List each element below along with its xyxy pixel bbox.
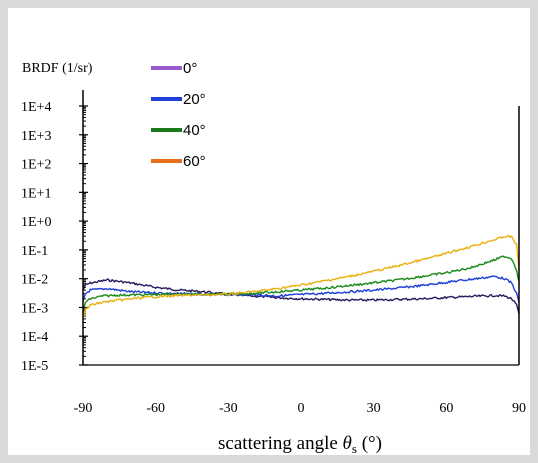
- figure-panel: [8, 8, 530, 455]
- y-tick-label: 1E+2: [21, 158, 51, 173]
- x-tick-labels: -90 -60 -30 0 30 60 90: [74, 401, 526, 416]
- series-line-3: [82, 234, 520, 319]
- x-tick-label: -60: [146, 401, 165, 416]
- y-tick-labels: 1E+4 1E+3 1E+2 1E+1 1E+0 1E-1 1E-2 1E-3 1E-4 1E-5: [21, 100, 51, 374]
- y-tick-label: 1E+1: [21, 186, 51, 201]
- x-tick-label: 90: [512, 401, 526, 416]
- y-tick-label: 1E+3: [21, 129, 51, 144]
- y-tick-label: 1E-4: [21, 330, 48, 345]
- x-tick-label: 0: [298, 401, 305, 416]
- y-axis-label: BRDF (1/sr): [22, 61, 93, 76]
- y-tick-label: 1E-5: [21, 359, 48, 374]
- y-tick-label: 1E+4: [21, 100, 51, 115]
- y-tick-label: 1E-2: [21, 273, 48, 288]
- series-line-0: [82, 278, 520, 314]
- series-line-2: [82, 255, 520, 311]
- x-tick-label: -90: [74, 401, 93, 416]
- legend-label: 60°: [183, 153, 206, 170]
- legend-label: 0°: [183, 60, 197, 77]
- x-axis-title: scattering angle θs (°): [218, 433, 382, 456]
- x-tick-label: -30: [219, 401, 238, 416]
- y-tick-label: 1E-1: [21, 244, 48, 259]
- legend: 0° 20° 40° 60°: [151, 60, 206, 170]
- x-tick-label: 60: [439, 401, 453, 416]
- series-lines: [82, 234, 520, 319]
- legend-label: 40°: [183, 122, 206, 139]
- series-line-1: [82, 275, 520, 303]
- y-tick-label: 1E-3: [21, 301, 48, 316]
- x-tick-label: 30: [367, 401, 381, 416]
- y-tick-label: 1E+0: [21, 215, 51, 230]
- legend-label: 20°: [183, 91, 206, 108]
